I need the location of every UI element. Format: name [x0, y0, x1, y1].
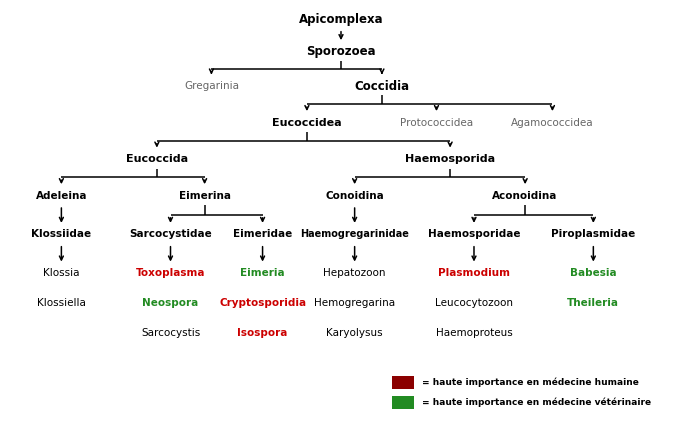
Text: Apicomplexa: Apicomplexa [299, 13, 383, 26]
Text: Cryptosporidia: Cryptosporidia [219, 298, 306, 308]
Text: Sarcocystis: Sarcocystis [141, 328, 200, 338]
Text: Neospora: Neospora [143, 298, 198, 308]
Text: Eimeridae: Eimeridae [233, 229, 292, 240]
Text: Hemogregarina: Hemogregarina [314, 298, 395, 308]
Text: Haemosporida: Haemosporida [405, 154, 495, 164]
Text: Karyolysus: Karyolysus [326, 328, 383, 338]
Text: Adeleina: Adeleina [35, 190, 87, 201]
Text: Plasmodium: Plasmodium [438, 268, 510, 278]
Text: Conoidina: Conoidina [325, 190, 384, 201]
Text: Eucoccida: Eucoccida [125, 154, 188, 164]
Text: Isospora: Isospora [237, 328, 288, 338]
Text: Piroplasmidae: Piroplasmidae [551, 229, 636, 240]
Text: Leucocytozoon: Leucocytozoon [435, 298, 513, 308]
Text: Sarcocystidae: Sarcocystidae [129, 229, 212, 240]
Text: Coccidia: Coccidia [355, 80, 409, 92]
Text: Haemogregarinidae: Haemogregarinidae [300, 229, 409, 240]
Text: Eimeria: Eimeria [240, 268, 285, 278]
Text: Agamococcidea: Agamococcidea [511, 117, 594, 128]
Text: Eucoccidea: Eucoccidea [272, 117, 342, 128]
Text: = haute importance en médecine vétérinaire: = haute importance en médecine vétérinai… [422, 397, 651, 407]
Text: Theileria: Theileria [567, 298, 619, 308]
Text: Gregarinia: Gregarinia [184, 81, 239, 91]
Text: Eimerina: Eimerina [179, 190, 231, 201]
Bar [392, 376, 414, 389]
Text: Toxoplasma: Toxoplasma [136, 268, 205, 278]
Text: Protococcidea: Protococcidea [400, 117, 473, 128]
Text: Klossiidae: Klossiidae [31, 229, 91, 240]
Text: Sporozoea: Sporozoea [306, 45, 376, 58]
Text: Babesia: Babesia [570, 268, 617, 278]
Text: Aconoidina: Aconoidina [492, 190, 558, 201]
Text: Haemosporidae: Haemosporidae [428, 229, 520, 240]
Text: Hepatozoon: Hepatozoon [323, 268, 386, 278]
Text: Klossia: Klossia [43, 268, 80, 278]
Bar [392, 396, 414, 408]
Text: Haemoproteus: Haemoproteus [436, 328, 512, 338]
Text: Klossiella: Klossiella [37, 298, 86, 308]
Text: = haute importance en médecine humaine: = haute importance en médecine humaine [422, 378, 639, 387]
